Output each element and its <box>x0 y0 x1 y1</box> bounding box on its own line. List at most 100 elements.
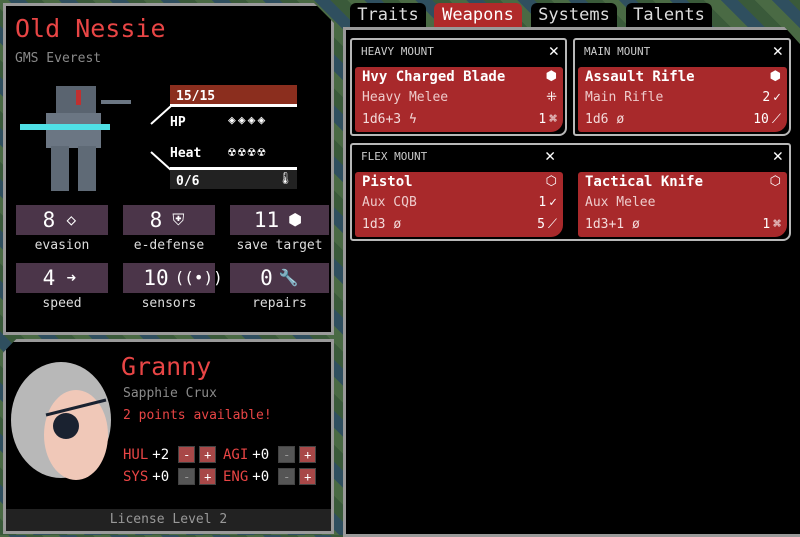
sensors-icon: ((•)) <box>174 268 223 287</box>
check-icon: ✓ <box>549 195 557 210</box>
range-value: 5 <box>537 217 545 232</box>
attr-value: +0 <box>152 468 170 485</box>
weapon-name: Pistol <box>362 174 413 190</box>
close-icon[interactable]: ✕ <box>545 146 556 166</box>
heat-value: 0/6 <box>176 174 200 189</box>
accuracy-value: 2 <box>762 90 771 105</box>
stat-speed: 4 ➜ <box>16 263 108 293</box>
size-icon: ⬡ <box>545 174 557 189</box>
increment-button[interactable]: + <box>199 468 217 485</box>
stat-repairs: 0 🔧 <box>230 263 329 293</box>
size-icon: ⬡ <box>769 174 781 189</box>
stat-save-target: 11 ⬢ <box>230 205 329 235</box>
stat-label: speed <box>42 296 82 311</box>
decrement-button[interactable]: - <box>178 446 196 463</box>
decrement-button[interactable]: - <box>278 446 296 463</box>
tab-traits[interactable]: Traits <box>350 3 426 28</box>
structure-icons: ◈◈◈◈ <box>228 113 268 128</box>
pilot-callsign: Granny <box>121 352 212 381</box>
attr-hul: HUL +2- + <box>123 446 217 463</box>
weapon-name: Hvy Charged Blade <box>362 69 506 85</box>
energy-icon: ⁜ <box>546 90 557 105</box>
range-icon: ⟋ <box>771 112 781 127</box>
stat-value: 10 <box>143 266 169 290</box>
attr-value: +0 <box>252 446 270 463</box>
stat-value: 8 <box>42 208 56 232</box>
mech-frame: GMS Everest <box>15 51 102 66</box>
heavy-mount: HEAVY MOUNT ✕ Hvy Charged Blade ⬢ Heavy … <box>350 38 567 136</box>
evasion-icon: ◇ <box>66 210 77 229</box>
increment-button[interactable]: + <box>299 446 317 463</box>
attr-agi: AGI +0- + <box>223 446 317 463</box>
damage-value: 1d6 <box>585 112 609 127</box>
pilot-panel: Granny Sapphie Crux 2 points available! … <box>3 339 334 534</box>
speed-icon: ➜ <box>66 268 77 287</box>
stat-value: 0 <box>260 266 273 290</box>
stat-value: 8 <box>149 208 163 232</box>
hp-value: 15/15 <box>176 89 216 104</box>
weapon-card[interactable]: Assault Rifle ⬢ Main Rifle 2 ✓ 1d6 ø 10 ⟋ <box>578 67 787 132</box>
weapon-damage: 1d6+3 ϟ <box>362 112 417 127</box>
decrement-button[interactable]: - <box>278 468 296 485</box>
stat-value: 11 <box>253 208 280 232</box>
weapon-type: Aux CQB <box>362 195 417 210</box>
accuracy-value: 1 <box>538 195 547 210</box>
weapon-name: Assault Rifle <box>585 69 695 85</box>
license-level: License Level 2 <box>6 509 331 531</box>
stat-e-defense: 8 ⛨ <box>123 205 215 235</box>
tab-weapons[interactable]: Weapons <box>434 3 522 28</box>
weapon-name: Tactical Knife <box>585 174 704 190</box>
check-icon: ✓ <box>773 90 781 105</box>
weapon-type: Aux Melee <box>585 195 656 210</box>
close-icon[interactable]: ✕ <box>772 146 783 166</box>
mech-sprite <box>20 86 131 191</box>
stat-sensors: 10 ((•)) <box>123 263 223 293</box>
attr-key: HUL <box>123 446 149 463</box>
stat-value: 4 <box>42 266 56 290</box>
save-target-icon: ⬢ <box>288 210 303 229</box>
attr-value: +2 <box>152 446 170 463</box>
pilot-portrait <box>11 362 111 480</box>
heat-label: Heat <box>170 146 202 161</box>
weapon-card[interactable]: Tactical Knife ⬡ Aux Melee 1d3+1 ø 1 ⌘ <box>578 172 787 237</box>
decrement-button[interactable]: - <box>178 468 196 485</box>
close-icon[interactable]: ✕ <box>548 41 559 61</box>
e-defense-icon: ⛨ <box>172 210 185 229</box>
weapon-type: Main Rifle <box>585 90 664 105</box>
hp-bar: 15/15 <box>170 85 297 107</box>
attr-key: SYS <box>123 468 149 485</box>
mount-label: HEAVY MOUNT <box>361 45 434 58</box>
tab-systems[interactable]: Systems <box>531 3 617 28</box>
repairs-icon: 🔧 <box>278 268 299 287</box>
attr-eng: ENG +0- + <box>223 468 317 485</box>
size-icon: ⬢ <box>545 69 557 84</box>
close-icon[interactable]: ✕ <box>772 41 783 61</box>
thermometer-icon: 🌡 <box>277 171 293 185</box>
weapon-type: Heavy Melee <box>362 90 449 105</box>
increment-button[interactable]: + <box>299 468 317 485</box>
weapon-card[interactable]: Pistol ⬡ Aux CQB 1 ✓ 1d3 ø 5 ⟋ <box>355 172 563 237</box>
main-mount: MAIN MOUNT ✕ Assault Rifle ⬢ Main Rifle … <box>573 38 791 136</box>
range-icon: ⟋ <box>547 217 557 232</box>
threat-icon: ⌘ <box>549 112 557 127</box>
attr-value: +0 <box>252 468 270 485</box>
attr-key: ENG <box>223 468 249 485</box>
tab-talents[interactable]: Talents <box>626 3 712 28</box>
mount-label: FLEX MOUNT <box>361 150 428 163</box>
kinetic-damage-icon: ø <box>393 217 402 232</box>
threat-value: 1 <box>538 112 547 127</box>
flex-mount: FLEX MOUNT ✕ ✕ Pistol ⬡ Aux CQB 1 ✓ 1d3 ø… <box>350 143 791 241</box>
range-value: 10 <box>753 112 769 127</box>
weapon-card[interactable]: Hvy Charged Blade ⬢ Heavy Melee ⁜ 1d6+3 … <box>355 67 563 132</box>
increment-button[interactable]: + <box>199 446 217 463</box>
mech-panel: Old Nessie GMS Everest 15/15 HP ◈◈◈◈ Hea… <box>3 3 334 335</box>
damage-value: 1d6+3 <box>362 112 402 127</box>
stat-label: sensors <box>141 296 197 311</box>
attr-sys: SYS +0- + <box>123 468 217 485</box>
energy-damage-icon: ϟ <box>408 112 417 127</box>
heat-bar: 0/6 🌡 <box>170 167 297 189</box>
hp-label: HP <box>170 115 186 130</box>
stat-evasion: 8 ◇ <box>16 205 108 235</box>
size-icon: ⬢ <box>769 69 781 84</box>
stress-icons: ☢☢☢☢ <box>228 145 268 160</box>
